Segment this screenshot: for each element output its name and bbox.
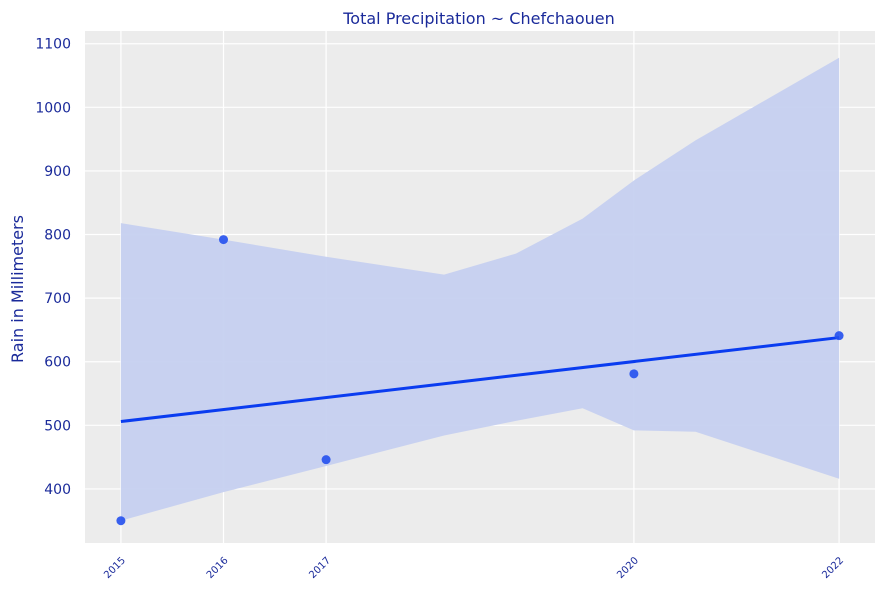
y-tick-label: 800 (44, 228, 71, 244)
data-point (834, 331, 844, 341)
y-tick-label: 1000 (35, 100, 71, 116)
x-tick-label: 2016 (205, 555, 231, 581)
data-point (219, 235, 229, 245)
y-tick-label: 1100 (35, 37, 71, 53)
regression-line (120, 336, 840, 424)
y-tick-label: 400 (44, 482, 71, 498)
data-point (321, 455, 331, 465)
x-tick-label: 2017 (307, 555, 333, 581)
data-points (116, 235, 844, 526)
x-tick-label: 2020 (615, 555, 641, 581)
y-tick-label: 700 (44, 291, 71, 307)
y-tick-label: 500 (44, 418, 71, 434)
data-point (116, 516, 126, 526)
x-axis-ticks: 2015 2016 2017 2020 2022 (102, 555, 846, 581)
y-tick-label: 900 (44, 164, 71, 180)
y-tick-label: 600 (44, 355, 71, 371)
y-axis-ticks: 400 500 600 700 800 900 1000 1100 (35, 37, 71, 498)
chart-title: Total Precipitation ~ Chefchaouen (342, 9, 614, 28)
x-tick-label: 2022 (820, 555, 846, 581)
y-axis-label: Rain in Millimeters (8, 215, 27, 363)
x-tick-label: 2015 (102, 555, 128, 581)
data-point (629, 369, 639, 379)
confidence-band (120, 57, 840, 521)
